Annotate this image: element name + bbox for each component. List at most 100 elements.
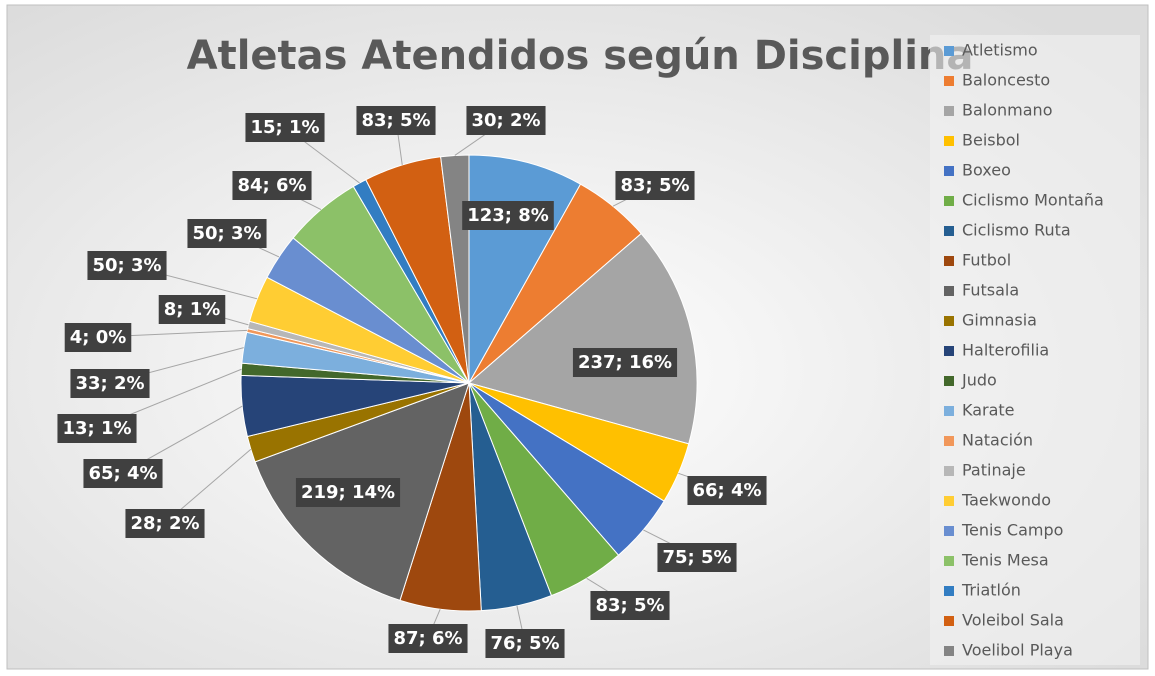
data-label-box bbox=[388, 624, 468, 653]
data-label-box bbox=[615, 171, 695, 200]
data-label-box bbox=[158, 295, 226, 324]
legend-swatch bbox=[944, 616, 954, 626]
data-label-box bbox=[485, 629, 565, 658]
legend-swatch bbox=[944, 346, 954, 356]
legend-swatch bbox=[944, 166, 954, 176]
data-label: 50; 3% bbox=[92, 255, 161, 276]
data-label: 28; 2% bbox=[130, 513, 199, 534]
legend-swatch bbox=[944, 106, 954, 116]
legend-swatch bbox=[944, 286, 954, 296]
data-label-box bbox=[125, 509, 205, 538]
data-label: 83; 5% bbox=[595, 595, 664, 616]
data-label-group: 237; 16% bbox=[572, 348, 678, 377]
legend-label: Tenis Mesa bbox=[961, 551, 1049, 570]
data-label-box bbox=[687, 476, 767, 505]
data-label: 30; 2% bbox=[471, 110, 540, 131]
data-label-group: 28; 2% bbox=[125, 509, 205, 538]
data-label-box bbox=[245, 113, 325, 142]
data-label: 15; 1% bbox=[250, 117, 319, 138]
legend-swatch bbox=[944, 226, 954, 236]
legend-swatch bbox=[944, 136, 954, 146]
data-label-group: 123; 8% bbox=[462, 201, 554, 230]
legend-label: Karate bbox=[962, 401, 1015, 420]
chart-title: Atletas Atendidos según Disciplina bbox=[187, 33, 974, 79]
legend-swatch bbox=[944, 256, 954, 266]
data-label: 66; 4% bbox=[692, 480, 761, 501]
legend-label: Triatlón bbox=[961, 581, 1021, 600]
data-label-group: 66; 4% bbox=[687, 476, 767, 505]
data-label: 65; 4% bbox=[88, 463, 157, 484]
legend-label: Futbol bbox=[962, 251, 1011, 270]
data-label-box bbox=[232, 171, 312, 200]
data-label-box bbox=[356, 106, 436, 135]
data-label-box bbox=[462, 201, 554, 230]
pie-slice bbox=[467, 232, 698, 445]
legend-swatch bbox=[944, 376, 954, 386]
data-label-box bbox=[57, 414, 137, 443]
data-label-box bbox=[657, 543, 737, 572]
data-label: 123; 8% bbox=[467, 205, 549, 226]
legend-label: Balonmano bbox=[962, 101, 1052, 120]
data-label-box bbox=[64, 323, 132, 352]
data-label-group: 83; 5% bbox=[356, 106, 436, 135]
legend-background bbox=[930, 35, 1140, 665]
data-label: 75; 5% bbox=[662, 547, 731, 568]
data-label-group: 4; 0% bbox=[64, 323, 132, 352]
legend-swatch bbox=[944, 556, 954, 566]
data-label: 76; 5% bbox=[490, 633, 559, 654]
legend-label: Natación bbox=[962, 431, 1033, 450]
data-label: 50; 3% bbox=[192, 223, 261, 244]
data-label-box bbox=[572, 348, 678, 377]
legend-swatch bbox=[944, 586, 954, 596]
data-label-group: 87; 6% bbox=[388, 624, 468, 653]
data-label: 83; 5% bbox=[361, 110, 430, 131]
legend-swatch bbox=[944, 646, 954, 656]
legend-label: Beisbol bbox=[962, 131, 1020, 150]
data-label-box bbox=[466, 106, 546, 135]
data-label: 8; 1% bbox=[164, 299, 221, 320]
legend-swatch bbox=[944, 436, 954, 446]
data-label-box bbox=[187, 219, 267, 248]
data-label-box bbox=[295, 478, 401, 507]
legend-swatch bbox=[944, 406, 954, 416]
legend-label: Voelibol Playa bbox=[962, 641, 1073, 660]
legend-label: Atletismo bbox=[962, 41, 1038, 60]
data-label-group: 65; 4% bbox=[83, 459, 163, 488]
data-label: 4; 0% bbox=[70, 327, 127, 348]
data-label: 33; 2% bbox=[75, 373, 144, 394]
legend-label: Tenis Campo bbox=[961, 521, 1063, 540]
data-label: 83; 5% bbox=[620, 175, 689, 196]
legend-swatch bbox=[944, 466, 954, 476]
legend-label: Ciclismo Montaña bbox=[962, 191, 1104, 210]
data-label-group: 13; 1% bbox=[57, 414, 137, 443]
data-label-group: 83; 5% bbox=[615, 171, 695, 200]
legend-swatch bbox=[944, 76, 954, 86]
data-label-group: 76; 5% bbox=[485, 629, 565, 658]
legend-label: Voleibol Sala bbox=[962, 611, 1064, 630]
data-label-group: 83; 5% bbox=[590, 591, 670, 620]
legend-label: Judo bbox=[961, 371, 997, 390]
legend-swatch bbox=[944, 496, 954, 506]
legend-label: Ciclismo Ruta bbox=[962, 221, 1071, 240]
data-label-group: 15; 1% bbox=[245, 113, 325, 142]
data-label: 219; 14% bbox=[301, 482, 395, 503]
data-label-box bbox=[87, 251, 167, 280]
legend-label: Gimnasia bbox=[962, 311, 1037, 330]
data-label-group: 75; 5% bbox=[657, 543, 737, 572]
data-label: 13; 1% bbox=[62, 418, 131, 439]
legend-label: Patinaje bbox=[962, 461, 1026, 480]
data-label-group: 219; 14% bbox=[295, 478, 401, 507]
legend-label: Halterofilia bbox=[962, 341, 1049, 360]
data-label-group: 50; 3% bbox=[187, 219, 267, 248]
data-label-group: 84; 6% bbox=[232, 171, 312, 200]
data-label: 237; 16% bbox=[578, 352, 672, 373]
legend-label: Futsala bbox=[962, 281, 1019, 300]
legend-swatch bbox=[944, 196, 954, 206]
data-label: 84; 6% bbox=[237, 175, 306, 196]
data-label-box bbox=[590, 591, 670, 620]
legend-swatch bbox=[944, 316, 954, 326]
data-label-box bbox=[83, 459, 163, 488]
data-label-group: 30; 2% bbox=[466, 106, 546, 135]
data-label-group: 33; 2% bbox=[70, 369, 150, 398]
